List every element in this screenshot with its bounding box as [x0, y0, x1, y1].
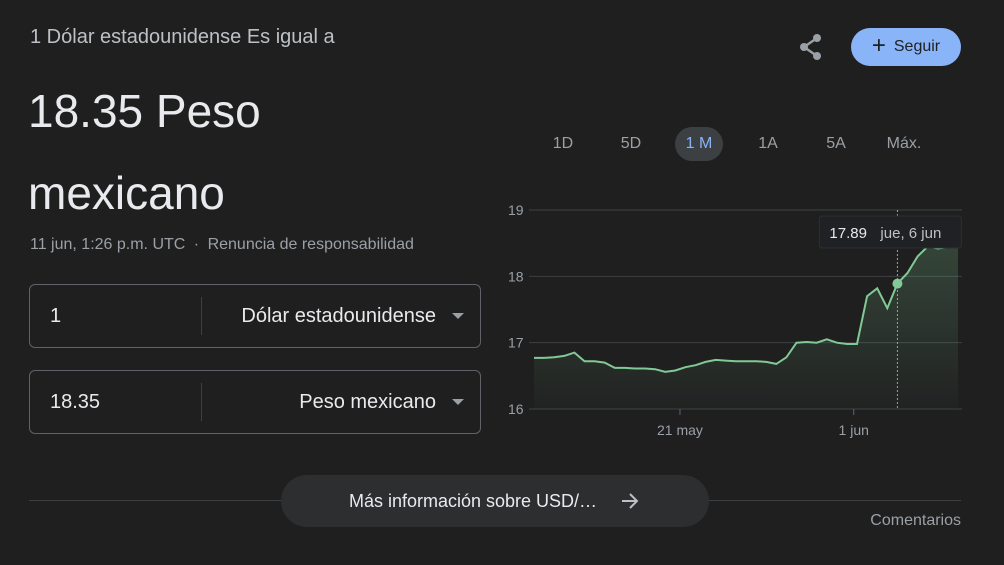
dropdown-caret-icon[interactable]: [452, 313, 464, 319]
x-tick-label: 21 may: [657, 422, 703, 438]
range-5d[interactable]: 5D: [620, 135, 642, 152]
dropdown-caret-icon[interactable]: [452, 399, 464, 405]
timestamp: 11 jun, 1:26 p.m. UTC: [30, 236, 186, 253]
from-currency-select[interactable]: Dólar estadounidense: [241, 305, 436, 327]
exchange-rate-chart: 19 18 17 16 21 may 1 jun 17.89 jue, 6 jun: [508, 202, 962, 438]
y-tick-label: 18: [508, 268, 524, 284]
to-currency-select[interactable]: Peso mexicano: [299, 391, 436, 413]
plus-icon: +: [871, 32, 886, 59]
y-tick-label: 19: [508, 202, 524, 218]
chart-tooltip: 17.89 jue, 6 jun: [818, 215, 962, 249]
tooltip-date: jue, 6 jun: [879, 225, 941, 242]
range-1d[interactable]: 1D: [552, 135, 574, 152]
field-divider: [201, 297, 202, 335]
x-tick-label: 1 jun: [839, 422, 869, 438]
tooltip-value: 17.89: [829, 225, 867, 242]
range-1a[interactable]: 1A: [758, 135, 778, 152]
arrow-right-icon: [622, 493, 639, 509]
chart-line: [534, 245, 958, 373]
range-max[interactable]: Máx.: [886, 135, 922, 152]
more-info-button[interactable]: Más información sobre USD/…: [281, 475, 709, 527]
chart-area: [534, 246, 958, 409]
divider: [29, 500, 283, 501]
divider: [709, 500, 961, 501]
conversion-subtitle: 1 Dólar estadounidense Es igual a: [30, 26, 335, 48]
to-amount-input[interactable]: 18.35: [50, 391, 101, 413]
conversion-result: 18.35 Peso mexicano: [28, 85, 261, 219]
to-currency-field: 18.35 Peso mexicano: [29, 370, 481, 434]
share-icon[interactable]: [796, 32, 826, 62]
range-1m[interactable]: 1 M: [675, 127, 723, 161]
range-5a[interactable]: 5A: [826, 135, 846, 152]
hover-point[interactable]: [892, 278, 903, 289]
timestamp-row: 11 jun, 1:26 p.m. UTC · Renuncia de resp…: [30, 236, 414, 254]
from-amount-input[interactable]: 1: [50, 305, 62, 327]
comments-link[interactable]: Comentarios: [870, 512, 961, 529]
separator: ·: [193, 236, 200, 253]
y-tick-label: 17: [508, 335, 524, 351]
y-tick-label: 16: [508, 401, 524, 417]
field-divider: [201, 383, 202, 421]
from-currency-field: 1 Dólar estadounidense: [29, 284, 481, 348]
disclaimer-link[interactable]: Renuncia de responsabilidad: [207, 236, 414, 253]
more-info-label: Más información sobre USD/…: [348, 490, 598, 511]
follow-label: Seguir: [893, 38, 941, 55]
follow-button[interactable]: + Seguir: [851, 28, 961, 66]
